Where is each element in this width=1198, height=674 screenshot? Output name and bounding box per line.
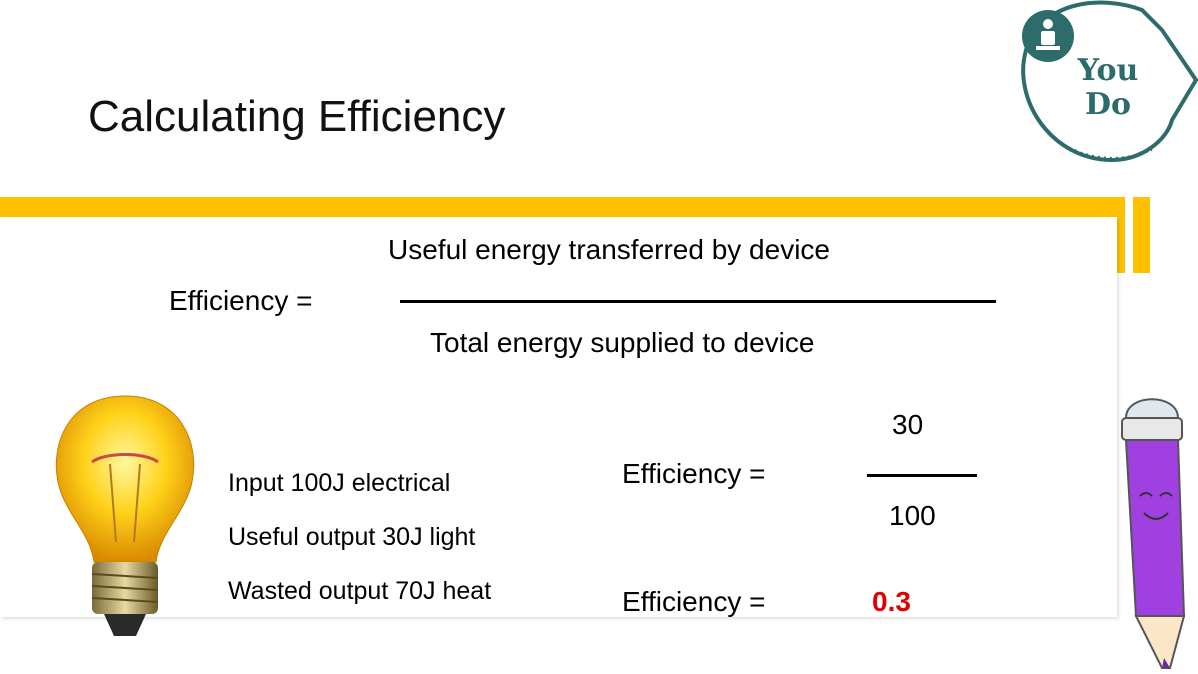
fraction-bar bbox=[400, 300, 996, 303]
formula-denominator: Total energy supplied to device bbox=[430, 327, 815, 358]
accent-bar-edge bbox=[1117, 197, 1125, 273]
fact-wasted-output: Wasted output 70J heat bbox=[228, 577, 492, 605]
light-bulb-icon bbox=[55, 395, 195, 636]
result-lhs: Efficiency = bbox=[622, 586, 766, 617]
slide-title: Calculating Efficiency bbox=[88, 92, 506, 141]
calc-numerator: 30 bbox=[892, 409, 924, 440]
result-value: 0.3 bbox=[872, 586, 911, 617]
accent-bar-edge bbox=[1133, 197, 1150, 273]
badge-line2: Do bbox=[1085, 87, 1131, 122]
calc-lhs: Efficiency = bbox=[622, 458, 766, 489]
fact-input: Input 100J electrical bbox=[228, 469, 451, 497]
calc-denominator: 100 bbox=[889, 500, 936, 531]
content-panel bbox=[0, 217, 1117, 617]
fact-useful-output: Useful output 30J light bbox=[228, 523, 476, 551]
formula-lhs: Efficiency = bbox=[169, 285, 313, 316]
formula-numerator: Useful energy transferred by device bbox=[388, 234, 830, 265]
pencil-character-icon bbox=[1121, 398, 1186, 669]
badge-line1: You bbox=[1077, 53, 1139, 88]
you-do-badge: You Do bbox=[1021, 0, 1198, 163]
accent-bar bbox=[0, 197, 1124, 217]
calc-fraction-bar bbox=[867, 474, 977, 477]
